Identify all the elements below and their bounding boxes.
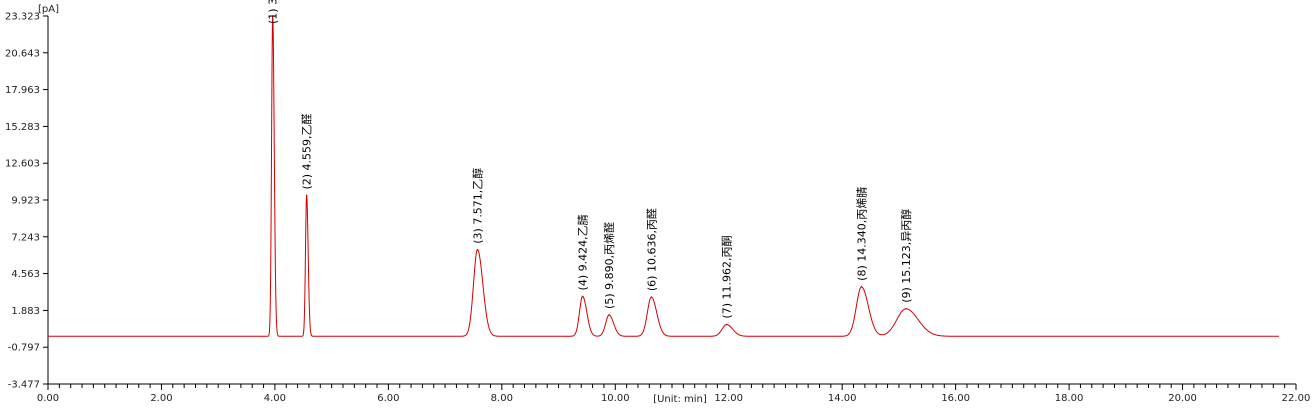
signal-trace <box>48 14 1279 337</box>
y-axis-label: [pA] <box>38 4 59 15</box>
y-tick-label: -3.477 <box>8 380 40 391</box>
trace-group <box>48 14 1279 337</box>
x-tick-label: 8.00 <box>491 393 513 404</box>
y-tick-label: 7.243 <box>11 232 40 243</box>
x-tick-label: 20.00 <box>1168 393 1197 404</box>
x-tick-label: 2.00 <box>150 393 172 404</box>
x-tick-label: 10.00 <box>601 393 630 404</box>
peak-apex <box>725 323 728 326</box>
peak-apex <box>905 307 907 310</box>
peak-label: (7) 11.962,丙酮 <box>721 236 734 319</box>
peak-label: (5) 9.890,丙烯醛 <box>602 222 616 309</box>
peak-apex <box>860 286 863 288</box>
x-tick-label: 0.00 <box>37 393 59 404</box>
peak-labels: (1) 3.961,甲醇 (2) 4.559,乙醛 (3) 7.571,乙醇 (4) … <box>266 0 913 319</box>
y-tick-label: 15.283 <box>5 122 40 133</box>
peak-apex <box>650 296 653 298</box>
x-tick-label: 6.00 <box>377 393 399 404</box>
peak-label: (2) 4.559,乙醛 <box>300 113 314 189</box>
peak-apex <box>581 295 584 298</box>
peak-label: (1) 3.961,甲醇 <box>266 0 280 24</box>
y-ticks: -3.477 -0.797 1.883 4.563 7.243 9.923 12.603 15… <box>5 12 48 391</box>
y-tick-label: -0.797 <box>8 343 40 354</box>
x-tick-label: 4.00 <box>264 393 286 404</box>
peak-apex <box>476 248 479 251</box>
peak-apex <box>271 15 274 17</box>
peak-label: (6) 10.636,丙醛 <box>644 208 658 291</box>
peak-label: (4) 9.424,乙腈 <box>577 214 590 290</box>
x-tick-label: 14.00 <box>828 393 857 404</box>
x-ticks: 0.00 2.00 4.00 6.00 8.00 10.00 12.00 14.00 16.00… <box>37 384 1310 404</box>
x-tick-label: 16.00 <box>941 393 970 404</box>
y-tick-label: 17.963 <box>5 85 40 96</box>
x-tick-label: 22.00 <box>1282 393 1311 404</box>
peak-apex <box>305 194 308 197</box>
y-tick-label: 23.323 <box>5 12 40 23</box>
y-tick-label: 20.643 <box>5 48 40 59</box>
peak-label: (3) 7.571,乙醇 <box>470 168 484 244</box>
x-tick-label: 12.00 <box>714 393 743 404</box>
peak-apex <box>608 314 610 316</box>
y-tick-label: 1.883 <box>11 306 40 317</box>
y-tick-label: 4.563 <box>11 269 40 280</box>
x-tick-label: 18.00 <box>1055 393 1084 404</box>
y-tick-label: 12.603 <box>5 159 40 170</box>
peak-label: (9) 15.123,异丙醇 <box>899 209 913 303</box>
y-tick-label: 9.923 <box>11 196 40 207</box>
x-axis-label: [Unit: min] <box>653 394 707 405</box>
peak-label: (8) 14.340,丙烯腈 <box>855 187 868 281</box>
